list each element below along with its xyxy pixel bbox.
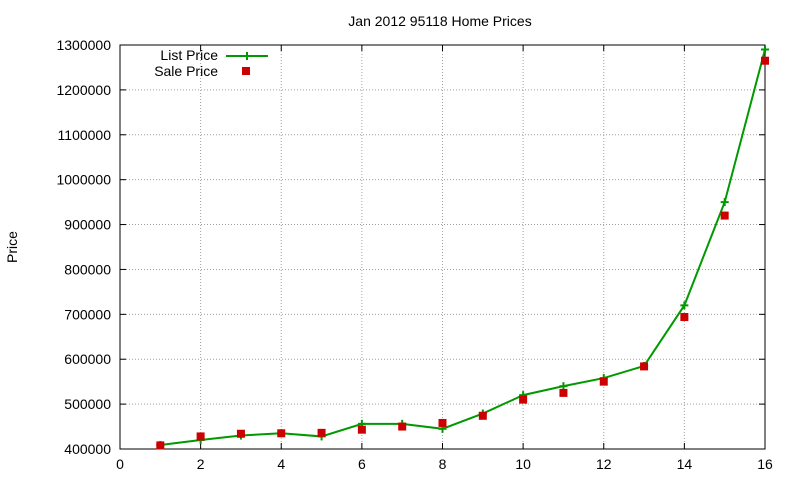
sale-price-point	[640, 362, 649, 371]
x-tick-label: 6	[358, 456, 366, 472]
sale-price-point	[761, 56, 769, 65]
legend-sample-list-price	[226, 52, 268, 60]
sale-price-point	[277, 429, 286, 438]
y-tick-label: 400000	[64, 441, 111, 457]
legend-label-sale-price: Sale Price	[154, 63, 218, 79]
legend: List Price Sale Price	[154, 47, 268, 79]
sale-price-point	[196, 432, 205, 441]
sale-price-point	[398, 422, 407, 431]
x-tick-label: 0	[116, 456, 124, 472]
y-tick-label: 1000000	[56, 172, 111, 188]
sale-price-point	[357, 425, 366, 434]
plot-frame	[119, 44, 766, 450]
list-price-line	[160, 49, 766, 446]
y-tick-label: 1100000	[58, 127, 112, 143]
sale-price-point	[519, 395, 528, 404]
y-tick-label: 600000	[64, 351, 111, 367]
list-price-point	[559, 382, 568, 391]
y-tick-label: 1300000	[56, 37, 111, 53]
list-price-point	[720, 198, 729, 207]
y-tick-label: 800000	[64, 261, 111, 277]
chart-title: Jan 2012 95118 Home Prices	[348, 13, 531, 29]
list-price-point	[680, 301, 689, 310]
sale-price-point	[317, 428, 326, 437]
sale-price-point	[559, 388, 568, 397]
sale-price-point	[478, 411, 487, 420]
sale-price-point	[156, 441, 165, 450]
sale-price-point	[680, 313, 689, 322]
sale-price-point	[236, 429, 245, 438]
sale-price-point	[438, 418, 447, 427]
y-tick-label: 1200000	[56, 82, 111, 98]
y-tick-label: 500000	[64, 396, 111, 412]
legend-sample-sale-price	[242, 67, 250, 75]
sale-price-point	[720, 211, 729, 220]
x-axis: 0 2 4 6 8 10 12 14 16	[116, 45, 773, 472]
series-layer	[156, 45, 769, 450]
x-tick-label: 2	[197, 456, 205, 472]
y-tick-label: 900000	[64, 217, 111, 233]
list-price-point	[761, 45, 769, 54]
y-axis-label: Price	[4, 231, 20, 263]
y-axis: 400000 500000 600000 700000 800000 900000 1000…	[56, 37, 765, 457]
sale-price-point	[599, 377, 608, 386]
x-tick-label: 10	[515, 456, 531, 472]
x-tick-label: 4	[277, 456, 285, 472]
x-tick-label: 8	[439, 456, 447, 472]
x-tick-label: 14	[677, 456, 693, 472]
x-tick-label: 12	[596, 456, 612, 472]
y-tick-label: 700000	[64, 306, 111, 322]
legend-label-list-price: List Price	[160, 47, 218, 63]
x-tick-label: 16	[757, 456, 773, 472]
grid-lines	[120, 45, 765, 449]
